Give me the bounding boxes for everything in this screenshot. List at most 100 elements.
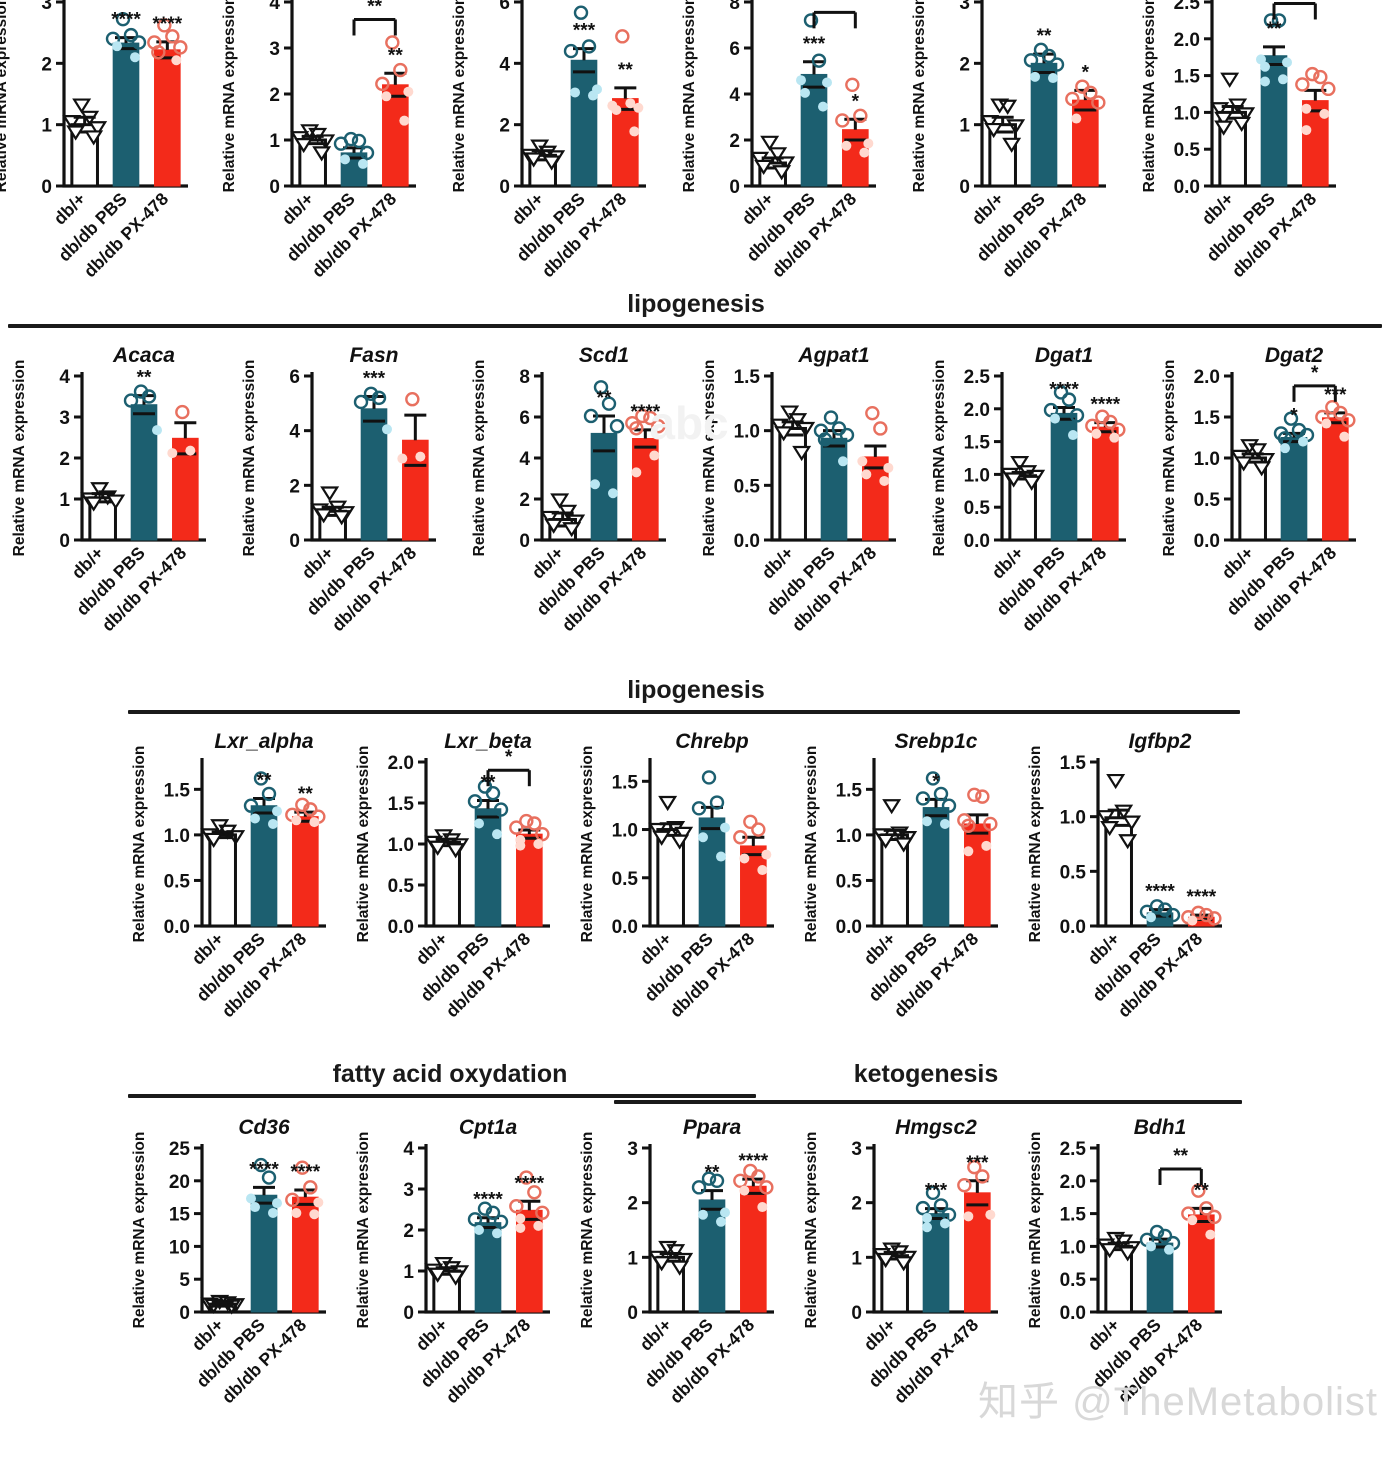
data-point bbox=[519, 813, 534, 829]
data-point bbox=[570, 87, 580, 98]
data-point bbox=[333, 136, 349, 151]
bar bbox=[1092, 426, 1119, 541]
data-point bbox=[658, 795, 678, 812]
y-tick-label: 2 bbox=[59, 449, 70, 470]
data-point bbox=[151, 45, 166, 60]
y-tick-label: 0.0 bbox=[164, 917, 190, 938]
bracket-significance-label: * bbox=[505, 747, 513, 768]
data-point bbox=[1260, 76, 1270, 87]
comparison-bracket bbox=[352, 17, 397, 36]
y-tick-label: 2.5 bbox=[1060, 1139, 1087, 1160]
data-point bbox=[876, 833, 896, 849]
y-tick-label: 1.0 bbox=[1060, 808, 1086, 829]
data-point bbox=[80, 110, 100, 126]
data-point bbox=[754, 159, 774, 176]
data-point bbox=[442, 1261, 462, 1277]
data-point bbox=[1339, 431, 1350, 442]
data-point bbox=[1049, 57, 1065, 72]
chart-panel-r1c1: Relative mRNA expression 0 1 2 3 **** **** db/+… bbox=[0, 0, 204, 298]
y-tick-label: 0 bbox=[627, 1303, 638, 1324]
y-axis-label: Relative mRNA expression bbox=[471, 360, 488, 557]
y-tick-label: 1 bbox=[59, 490, 70, 511]
data-point bbox=[165, 29, 180, 44]
data-point bbox=[397, 453, 408, 464]
data-point bbox=[751, 822, 766, 837]
chart-panel-agpat1: Agpat1 Relative mRNA expression 0.0 0.5 1.0 1… bbox=[698, 336, 912, 652]
data-point bbox=[515, 840, 526, 851]
data-point bbox=[527, 816, 542, 831]
data-point bbox=[588, 90, 598, 101]
bracket-significance-label: ** bbox=[367, 0, 382, 17]
y-tick-label: 0 bbox=[959, 177, 970, 198]
data-point bbox=[312, 146, 332, 162]
data-point bbox=[535, 1205, 550, 1220]
data-point bbox=[1199, 1201, 1214, 1216]
data-point bbox=[492, 829, 502, 840]
bar bbox=[570, 59, 598, 187]
data-point bbox=[841, 140, 852, 151]
data-point bbox=[1263, 13, 1279, 28]
significance-label: **** bbox=[515, 1173, 545, 1194]
y-tick-label: 3 bbox=[269, 39, 280, 60]
data-point bbox=[1018, 465, 1038, 481]
data-point bbox=[611, 104, 622, 115]
y-tick-label: 2 bbox=[729, 131, 740, 152]
data-point bbox=[485, 785, 501, 801]
data-point bbox=[1164, 1244, 1174, 1255]
data-point bbox=[428, 1267, 448, 1283]
bar-chart: Dgat2 Relative mRNA expression 0.0 0.5 1.0 1.… bbox=[1161, 344, 1356, 635]
panel-title: Srebp1c bbox=[895, 730, 978, 753]
y-tick-label: 0 bbox=[179, 1303, 190, 1324]
bar bbox=[964, 823, 991, 927]
data-point bbox=[84, 130, 104, 146]
panel-row-3: Lxr_alpha Relative mRNA expression 0.0 0.5 1… bbox=[0, 722, 1392, 1042]
data-point bbox=[967, 787, 982, 803]
data-point bbox=[583, 408, 599, 424]
y-tick-label: 0 bbox=[499, 177, 510, 198]
bracket-significance-label: ** bbox=[1173, 1146, 1188, 1167]
y-tick-label: 0.5 bbox=[836, 871, 863, 892]
significance-label: **** bbox=[249, 1159, 279, 1180]
data-point bbox=[629, 421, 644, 436]
chart-panel-ppara: Ppara Relative mRNA expression 0 1 2 3 ** **** d… bbox=[576, 1108, 790, 1424]
data-point bbox=[761, 849, 772, 860]
data-point bbox=[615, 29, 630, 44]
data-point bbox=[838, 456, 848, 467]
data-point bbox=[294, 138, 314, 154]
y-tick-label: 0.5 bbox=[164, 871, 191, 892]
y-tick-label: 0.5 bbox=[964, 498, 991, 519]
data-point bbox=[822, 77, 832, 88]
data-point bbox=[428, 840, 448, 856]
panel-title: Acaca bbox=[112, 344, 175, 367]
data-point bbox=[1228, 98, 1248, 114]
data-point bbox=[382, 424, 392, 435]
data-point bbox=[250, 1202, 260, 1213]
data-point bbox=[1048, 73, 1058, 84]
data-point bbox=[963, 1211, 974, 1222]
y-tick-label: 3 bbox=[41, 0, 52, 14]
data-point bbox=[375, 76, 390, 92]
data-point bbox=[1114, 804, 1134, 820]
data-point bbox=[1118, 834, 1138, 850]
data-point bbox=[882, 799, 902, 815]
data-point bbox=[853, 108, 868, 124]
data-point bbox=[563, 43, 579, 59]
y-tick-label: 20 bbox=[169, 1172, 190, 1193]
bar bbox=[360, 408, 388, 541]
bar-chart: Cd36 Relative mRNA expression 0 5 10 15 20 25 **… bbox=[131, 1116, 326, 1407]
data-point bbox=[701, 770, 717, 785]
panel-title: Lxr_alpha bbox=[214, 730, 314, 753]
y-axis-label: Relative mRNA expression bbox=[11, 360, 28, 557]
y-axis-label: Relative mRNA expression bbox=[911, 0, 928, 192]
data-point bbox=[253, 771, 269, 786]
data-point bbox=[123, 27, 139, 43]
data-point bbox=[152, 425, 162, 436]
data-point bbox=[643, 410, 658, 426]
data-point bbox=[332, 510, 352, 526]
data-point bbox=[652, 830, 672, 846]
y-axis-label: Relative mRNA expression bbox=[221, 0, 238, 192]
significance-label: ** bbox=[618, 60, 633, 81]
data-point bbox=[915, 1200, 931, 1216]
y-tick-label: 8 bbox=[729, 0, 740, 14]
